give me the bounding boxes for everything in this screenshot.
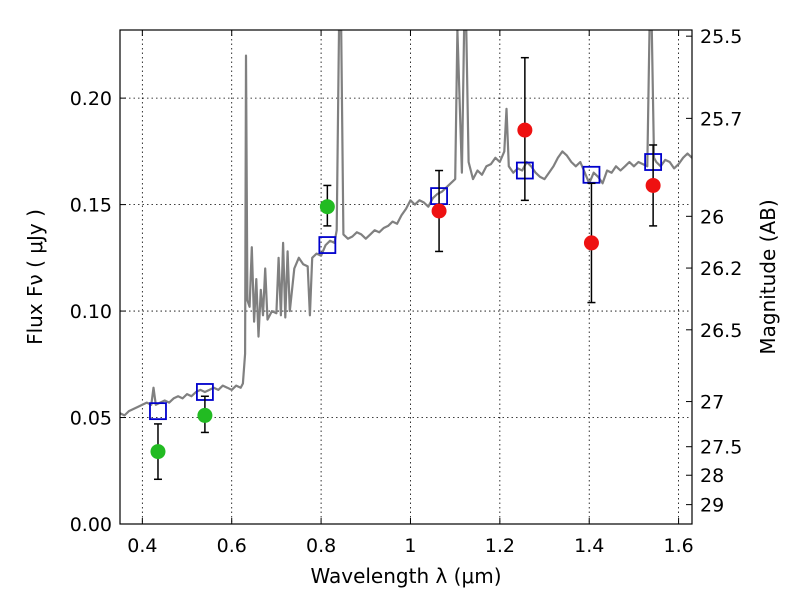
observed-point-red: [517, 122, 533, 138]
y-tick-label: 0.05: [70, 408, 112, 430]
model-photometry-square: [318, 236, 337, 254]
model-spectrum-line: [120, 30, 692, 417]
right-tick-label: 28: [700, 465, 724, 487]
y-tick-label: 0.10: [70, 301, 112, 323]
right-tick-label: 26.5: [700, 320, 742, 342]
right-tick-label: 27: [700, 392, 724, 414]
axis-ticks: 0.4 0.6 0.8 1 1.2 1.4 1.6 0.00 0.05 0.10 0.15 0.20 2…: [70, 26, 743, 557]
x-tick-label: 0.8: [306, 535, 336, 557]
observed-point-red: [583, 235, 599, 251]
right-tick-label: 27.5: [700, 437, 742, 459]
observed-point-green: [197, 407, 213, 423]
x-tick-label: 1.2: [485, 535, 515, 557]
right-axis-title: Magnitude (AB): [756, 199, 780, 354]
right-tick-label: 26: [700, 206, 724, 228]
y-tick-label: 0.20: [70, 88, 112, 110]
x-tick-label: 1.4: [574, 535, 604, 557]
right-tick-label: 26.2: [700, 258, 742, 280]
y-axis-title: Flux Fν ( μJy ): [23, 209, 47, 345]
right-tick-label: 25.7: [700, 108, 742, 130]
observed-point-red: [431, 203, 447, 219]
y-tick-label: 0.15: [70, 195, 112, 217]
model-photometry-square: [149, 402, 167, 421]
observed-point-green: [319, 199, 335, 215]
right-tick-label: 25.5: [700, 26, 742, 48]
grid: [120, 30, 692, 524]
y-tick-label: 0.00: [70, 514, 112, 536]
right-tick-label: 29: [700, 495, 724, 517]
plot-frame: [119, 29, 693, 525]
x-tick-label: 0.4: [127, 535, 157, 557]
plot-area: [120, 30, 692, 481]
x-tick-label: 0.6: [217, 535, 247, 557]
x-tick-label: 1.6: [663, 535, 693, 557]
observed-point-red: [645, 177, 661, 193]
observed-point-green: [150, 444, 166, 460]
x-tick-label: 1: [404, 535, 416, 557]
x-axis-title: Wavelength λ (μm): [310, 564, 501, 588]
